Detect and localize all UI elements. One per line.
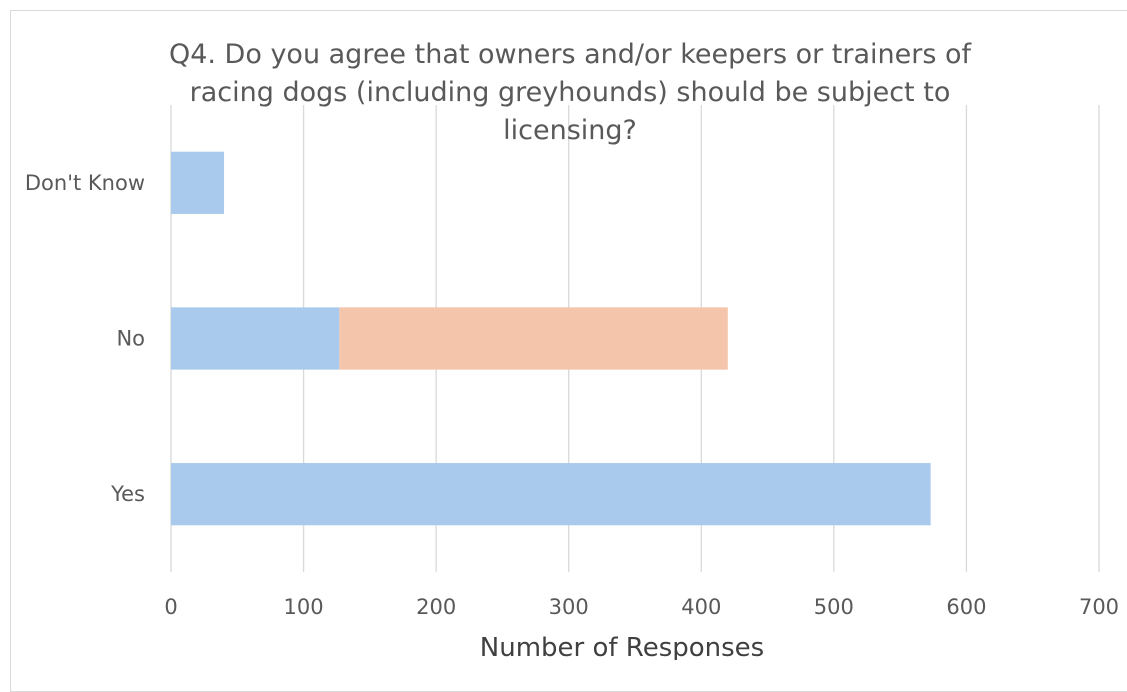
bar-segment bbox=[339, 307, 728, 370]
x-tick-label: 500 bbox=[814, 595, 854, 619]
bar-segment bbox=[171, 463, 931, 526]
category-label: Yes bbox=[110, 482, 145, 506]
x-tick-labels: 0 100 200 300 400 500 600 700 bbox=[164, 595, 1119, 619]
category-labels: Yes No Don't Know bbox=[25, 171, 145, 506]
x-tick-label: 200 bbox=[416, 595, 456, 619]
bar-segment bbox=[171, 307, 340, 370]
chart-title: Q4. Do you agree that owners and/or keep… bbox=[168, 39, 972, 146]
bar-segment bbox=[171, 151, 225, 214]
x-tick-label: 300 bbox=[549, 595, 589, 619]
x-axis-title: Number of Responses bbox=[480, 633, 764, 660]
category-label: No bbox=[116, 327, 145, 351]
bar-chart: Yes No Don't Know 0 100 200 300 400 500 600 700 N… bbox=[25, 105, 1119, 660]
x-tick-label: 100 bbox=[284, 595, 324, 619]
bars bbox=[171, 151, 931, 526]
category-label: Don't Know bbox=[25, 171, 145, 195]
x-tick-label: 0 bbox=[164, 595, 177, 619]
x-tick-label: 700 bbox=[1079, 595, 1119, 619]
x-tick-label: 400 bbox=[681, 595, 721, 619]
x-tick-label: 600 bbox=[946, 595, 986, 619]
